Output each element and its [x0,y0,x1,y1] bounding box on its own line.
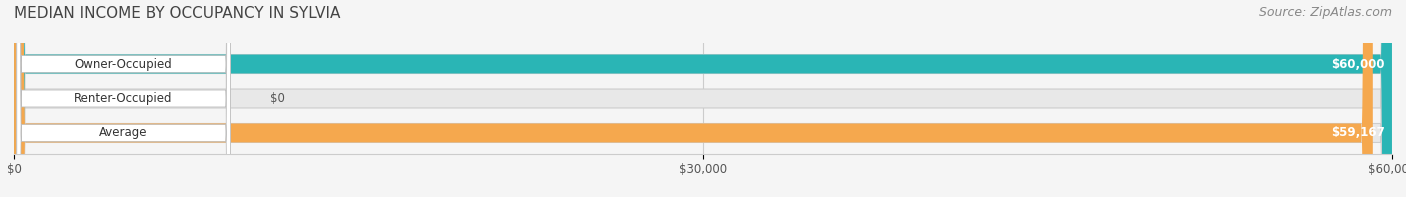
FancyBboxPatch shape [14,0,1392,197]
FancyBboxPatch shape [14,0,1392,197]
Text: Renter-Occupied: Renter-Occupied [75,92,173,105]
Text: Average: Average [100,126,148,139]
Text: Source: ZipAtlas.com: Source: ZipAtlas.com [1258,6,1392,19]
Text: $60,000: $60,000 [1331,58,1385,71]
Text: $59,167: $59,167 [1331,126,1385,139]
FancyBboxPatch shape [17,0,231,197]
FancyBboxPatch shape [17,0,231,197]
FancyBboxPatch shape [14,0,1392,197]
FancyBboxPatch shape [14,0,1372,197]
FancyBboxPatch shape [17,0,231,197]
Text: Owner-Occupied: Owner-Occupied [75,58,173,71]
Text: $0: $0 [270,92,284,105]
Text: MEDIAN INCOME BY OCCUPANCY IN SYLVIA: MEDIAN INCOME BY OCCUPANCY IN SYLVIA [14,6,340,21]
FancyBboxPatch shape [14,0,1392,197]
